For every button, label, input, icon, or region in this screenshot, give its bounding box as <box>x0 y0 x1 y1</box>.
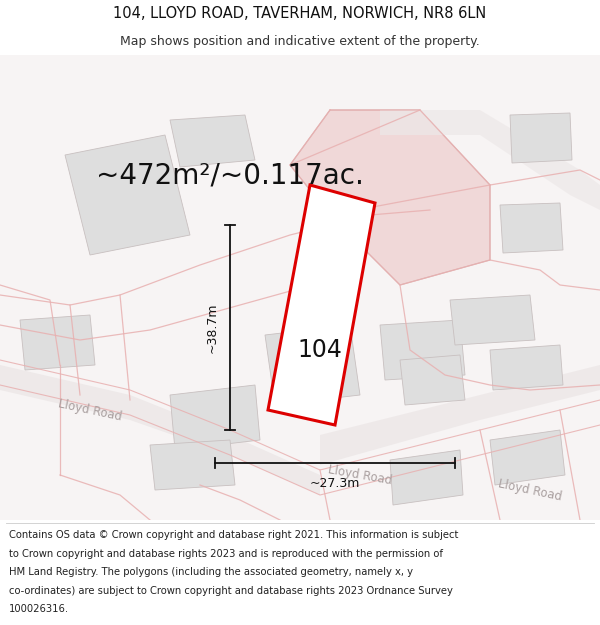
Polygon shape <box>450 295 535 345</box>
Polygon shape <box>510 113 572 163</box>
Polygon shape <box>490 430 565 485</box>
Text: co-ordinates) are subject to Crown copyright and database rights 2023 Ordnance S: co-ordinates) are subject to Crown copyr… <box>9 586 453 596</box>
Text: 100026316.: 100026316. <box>9 604 69 614</box>
Text: HM Land Registry. The polygons (including the associated geometry, namely x, y: HM Land Registry. The polygons (includin… <box>9 568 413 578</box>
Polygon shape <box>170 115 255 167</box>
Polygon shape <box>150 440 235 490</box>
Polygon shape <box>500 203 563 253</box>
Polygon shape <box>390 450 463 505</box>
Polygon shape <box>380 320 465 380</box>
Text: Lloyd Road: Lloyd Road <box>327 463 393 487</box>
Polygon shape <box>65 135 190 255</box>
Polygon shape <box>490 345 563 390</box>
Polygon shape <box>265 325 360 405</box>
Polygon shape <box>380 110 600 210</box>
Polygon shape <box>290 110 490 285</box>
Text: Lloyd Road: Lloyd Road <box>57 397 123 423</box>
Text: to Crown copyright and database rights 2023 and is reproduced with the permissio: to Crown copyright and database rights 2… <box>9 549 443 559</box>
Text: Lloyd Road: Lloyd Road <box>497 477 563 503</box>
Text: 104, LLOYD ROAD, TAVERHAM, NORWICH, NR8 6LN: 104, LLOYD ROAD, TAVERHAM, NORWICH, NR8 … <box>113 6 487 21</box>
Polygon shape <box>320 365 600 465</box>
Text: ~38.7m: ~38.7m <box>205 302 218 352</box>
Text: Map shows position and indicative extent of the property.: Map shows position and indicative extent… <box>120 35 480 48</box>
Polygon shape <box>170 385 260 450</box>
Text: Contains OS data © Crown copyright and database right 2021. This information is : Contains OS data © Crown copyright and d… <box>9 531 458 541</box>
Text: ~472m²/~0.117ac.: ~472m²/~0.117ac. <box>96 161 364 189</box>
Polygon shape <box>0 365 320 495</box>
Text: 104: 104 <box>298 338 343 362</box>
Polygon shape <box>268 185 375 425</box>
Polygon shape <box>400 355 465 405</box>
Text: ~27.3m: ~27.3m <box>310 477 360 490</box>
Polygon shape <box>20 315 95 370</box>
